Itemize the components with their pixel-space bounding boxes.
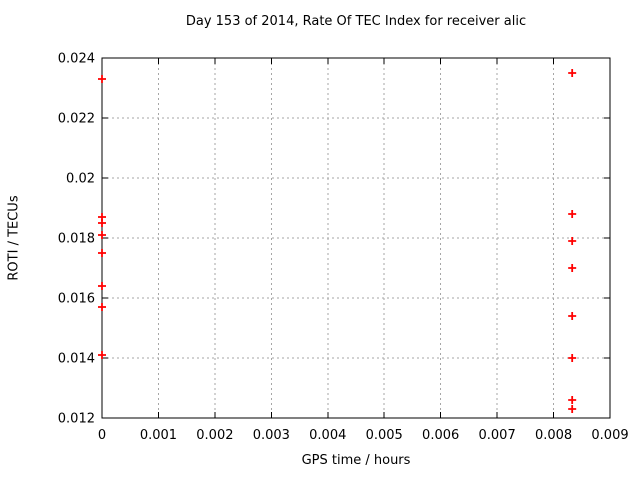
chart-title: Day 153 of 2014, Rate Of TEC Index for r… xyxy=(185,14,527,29)
y-tick-label: 0.014 xyxy=(58,352,95,367)
data-point-marker xyxy=(98,303,106,311)
y-tick-label: 0.012 xyxy=(58,412,95,427)
data-point-marker xyxy=(568,354,577,362)
x-tick-label: 0.005 xyxy=(366,428,403,443)
y-tick-label: 0.016 xyxy=(58,292,95,307)
data-point-marker xyxy=(568,312,577,320)
data-point-marker xyxy=(568,210,577,218)
data-point-marker xyxy=(568,405,577,413)
x-tick-label: 0.006 xyxy=(422,428,459,443)
x-tick-label: 0.001 xyxy=(140,428,177,443)
x-tick-label: 0.009 xyxy=(591,428,628,443)
x-tick-label: 0.004 xyxy=(309,428,346,443)
data-point-marker xyxy=(568,237,577,245)
x-axis-title: GPS time / hours xyxy=(301,453,411,468)
data-point-marker xyxy=(98,75,106,83)
x-tick-label: 0.007 xyxy=(479,428,516,443)
x-tick-label: 0 xyxy=(98,428,106,443)
y-tick-label: 0.022 xyxy=(58,112,95,127)
data-point-marker xyxy=(98,249,106,257)
data-point-marker xyxy=(98,282,106,290)
x-tick-label: 0.002 xyxy=(196,428,233,443)
data-point-marker xyxy=(568,396,577,404)
y-tick-label: 0.018 xyxy=(58,232,95,247)
data-point-marker xyxy=(568,264,577,272)
x-tick-label: 0.003 xyxy=(253,428,290,443)
data-point-marker xyxy=(98,219,106,227)
x-tick-label: 0.008 xyxy=(535,428,572,443)
y-tick-label: 0.02 xyxy=(66,172,95,187)
data-point-marker xyxy=(98,231,106,239)
data-point-marker xyxy=(568,69,577,77)
data-point-marker xyxy=(98,351,106,359)
y-tick-label: 0.024 xyxy=(58,52,95,67)
